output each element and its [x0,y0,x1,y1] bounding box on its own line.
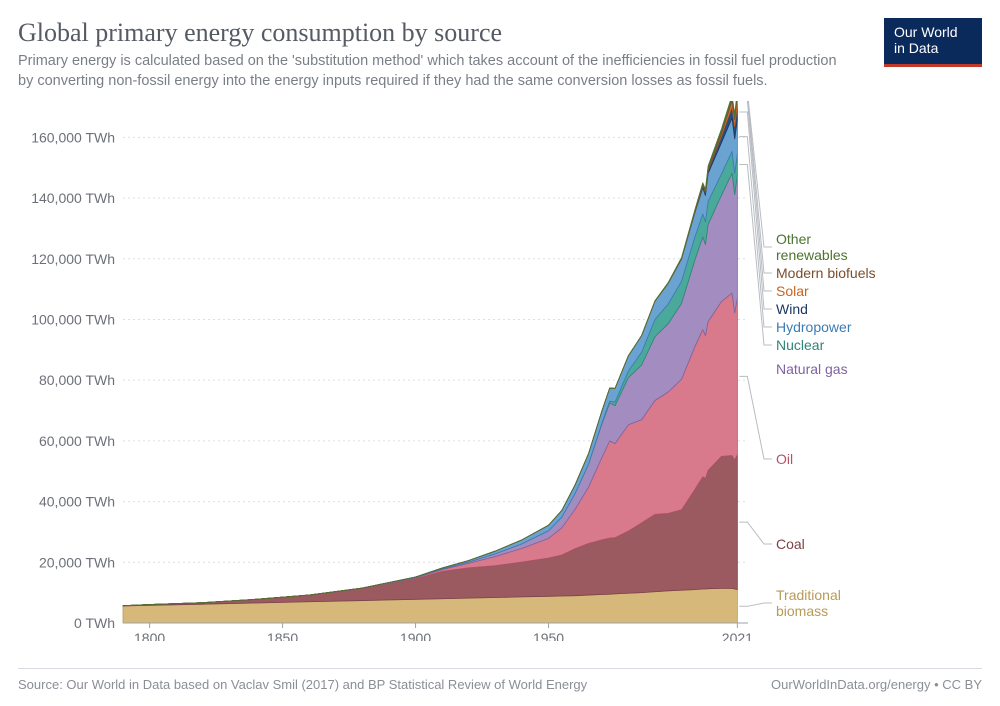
x-tick-label: 1800 [134,630,165,641]
series-label: Oil [776,451,793,467]
page-subtitle: Primary energy is calculated based on th… [18,52,838,91]
series-label: Nuclear [776,337,825,353]
series-label: Natural gas [776,361,848,377]
y-tick-label: 140,000 TWh [31,190,115,206]
y-tick-label: 100,000 TWh [31,312,115,328]
footer: Source: Our World in Data based on Vacla… [18,668,982,692]
x-tick-label: 1950 [533,630,564,641]
credit-text: OurWorldInData.org/energy • CC BY [771,677,982,692]
y-tick-label: 80,000 TWh [39,372,115,388]
x-tick-label: 1850 [267,630,298,641]
leader-line [739,112,772,309]
page: Global primary energy consumption by sou… [0,0,1000,706]
series-label: Traditionalbiomass [776,587,841,619]
leader-line [739,603,772,606]
page-title: Global primary energy consumption by sou… [18,18,838,48]
y-tick-label: 160,000 TWh [31,129,115,145]
series-label: Otherrenewables [776,231,848,263]
x-tick-label: 1900 [400,630,431,641]
logo-line-2: in Data [894,40,938,56]
owid-logo: Our World in Data [884,18,982,67]
source-text: Source: Our World in Data based on Vacla… [18,677,587,692]
x-tick-label: 2021 [722,630,753,641]
leader-line [739,522,772,544]
stacked-area-chart: 0 TWh 20,000 TWh 40,000 TWh 60,000 TWh 80,00… [18,101,982,641]
header-text: Global primary energy consumption by sou… [18,18,838,97]
y-tick-label: 120,000 TWh [31,251,115,267]
header: Global primary energy consumption by sou… [18,18,982,97]
y-tick-label: 40,000 TWh [39,494,115,510]
series-label: Wind [776,301,808,317]
y-tick-label: 0 TWh [74,615,115,631]
leader-line [739,101,772,247]
leader-line [739,101,772,291]
y-tick-label: 20,000 TWh [39,554,115,570]
series-label: Modern biofuels [776,265,876,281]
y-tick-label: 60,000 TWh [39,433,115,449]
series-label: Hydropower [776,319,852,335]
series-label: Solar [776,283,809,299]
chart: 0 TWh 20,000 TWh 40,000 TWh 60,000 TWh 80,00… [18,101,982,641]
logo-line-1: Our World [894,24,958,40]
series-label: Coal [776,536,805,552]
leader-line [739,377,772,460]
